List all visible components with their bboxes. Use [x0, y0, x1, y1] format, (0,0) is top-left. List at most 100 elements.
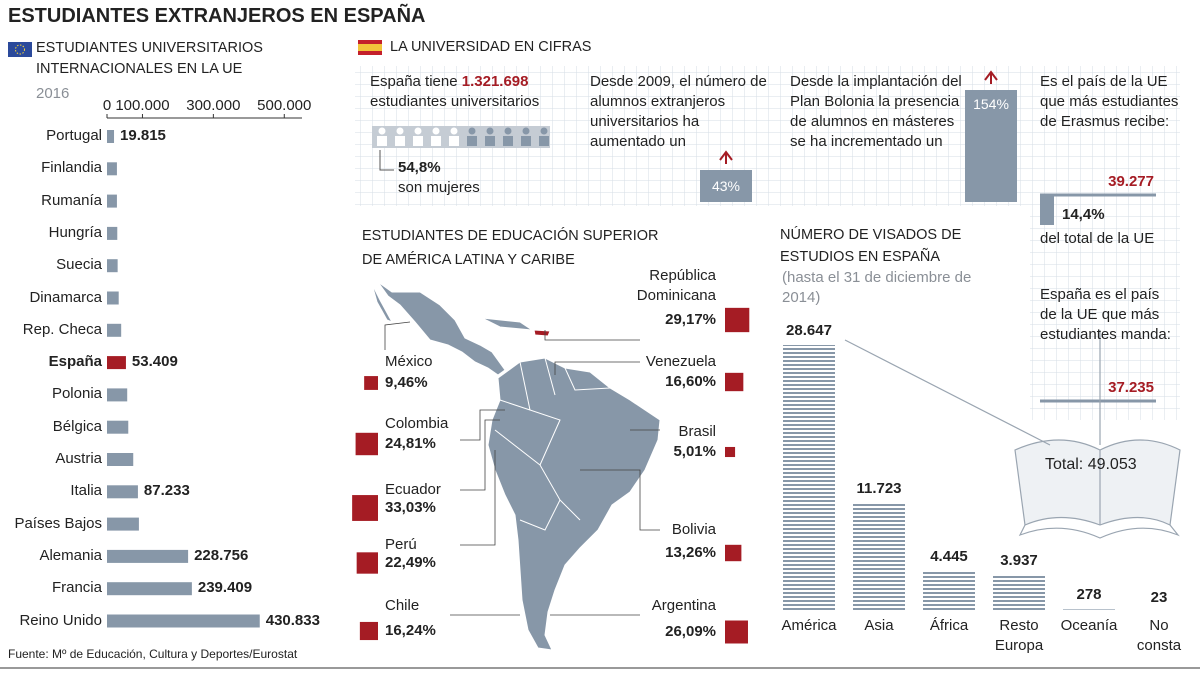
x-tick-label: 0 [102, 97, 112, 114]
bracket [379, 150, 394, 171]
category-label: Chile [385, 597, 420, 614]
category-label: Brasil [678, 423, 716, 440]
cifra-text: Es el país de la UE que más estudiantes … [1040, 73, 1179, 130]
y-tick-label: Austria [55, 450, 102, 467]
category-label: Perú [385, 536, 417, 553]
source: Fuente: Mº de Educación, Cultura y Depor… [8, 647, 298, 661]
square [725, 544, 742, 562]
figure-bar [1040, 195, 1054, 225]
y-tick-label: Alemania [39, 546, 102, 564]
square [364, 376, 378, 390]
value-label: 5,01% [673, 443, 716, 460]
value-label: 28.647 [786, 322, 832, 339]
value-label: 13,26% [665, 544, 716, 561]
chart-subtitle: 2016 [36, 85, 70, 102]
bar [107, 226, 118, 240]
cifra-figure: 39.277 [1108, 173, 1154, 190]
cifra-text: España tiene 1.321.698 estudiantes unive… [370, 72, 575, 112]
value-label: 53.409 [131, 353, 178, 371]
bar [107, 485, 138, 499]
square [725, 307, 750, 333]
x-tick-label: América [781, 617, 837, 634]
x-tick-label: No consta [1136, 617, 1182, 654]
y-tick-label: España [48, 353, 102, 371]
cifra-figure: 54,8% [398, 159, 441, 176]
value-label: 228.756 [194, 546, 249, 564]
value-label: 19.815 [120, 127, 166, 144]
cifra-text: España es el país de la UE que más estud… [1040, 286, 1171, 343]
value-label: 16,24% [385, 622, 436, 639]
category-label: Bolivia [671, 521, 716, 538]
value-label: 11.723 [856, 479, 902, 497]
cifras-background [1030, 206, 1180, 420]
x-tick-label: 100.000 [115, 97, 170, 114]
category-label: Ecuador [385, 481, 441, 498]
cifra-figure: 43% [711, 178, 741, 194]
book [844, 330, 1181, 539]
square [725, 620, 748, 644]
chart-subtitle: (hasta el 31 de diciembre de 2014) [782, 269, 972, 306]
y-tick-label: Dinamarca [29, 288, 102, 306]
y-tick-label: Francia [51, 579, 102, 597]
arrow [719, 150, 733, 164]
value-label: 22,49% [385, 554, 436, 571]
cifra-text: estudiantes universitarios [370, 93, 540, 110]
people-icons [372, 126, 550, 148]
value-label: 4.445 [930, 547, 968, 565]
y-tick-label: Países Bajos [14, 514, 102, 532]
eu-flag [8, 42, 32, 57]
value-label: 430.833 [265, 611, 320, 629]
total-label: Total: 49.053 [1045, 456, 1137, 473]
cifra-text: Desde 2009, el número de alumnos extranj… [590, 73, 767, 150]
arrow [984, 70, 998, 84]
y-tick-label: Rep. Checa [22, 320, 102, 338]
bar [107, 130, 115, 143]
square [359, 621, 378, 641]
bar [923, 570, 975, 612]
y-tick-label: Hungría [48, 223, 102, 241]
bar [107, 388, 128, 402]
bar [1063, 609, 1115, 612]
bar [107, 323, 122, 337]
value-label: 26,09% [665, 623, 716, 640]
x-tick-label: Resto Europa [994, 617, 1044, 654]
cifra-text: Desde la implantación del Plan Bolonia l… [790, 73, 962, 150]
category-label: República Dominicana [636, 267, 716, 304]
value-label: 23 [1150, 588, 1168, 606]
bar [107, 549, 189, 563]
bar [107, 517, 139, 531]
bar [107, 259, 118, 273]
y-tick-label: Reino Unido [19, 611, 102, 629]
bar [107, 291, 119, 305]
category-label: Venezuela [645, 353, 716, 370]
square [725, 372, 744, 392]
value-label: 33,03% [385, 499, 436, 516]
value-label: 9,46% [385, 374, 428, 391]
square [725, 446, 736, 458]
cifra-figure: 14,4% [1062, 206, 1105, 223]
bar [993, 575, 1045, 612]
bar [853, 502, 905, 612]
cifra-text: del total de la UE [1040, 230, 1155, 247]
bar [107, 614, 260, 628]
x-tick-label: 300.000 [186, 97, 241, 114]
square [352, 495, 378, 521]
value-label: 239.409 [197, 579, 253, 597]
x-tick-label: Oceanía [1060, 617, 1118, 634]
value-label: 29,17% [665, 311, 716, 328]
value-label: 278 [1076, 586, 1102, 604]
value-label: 16,60% [665, 373, 716, 390]
square [356, 552, 378, 574]
category-label: Argentina [651, 597, 716, 614]
y-tick-label: Portugal [46, 127, 102, 144]
es-flag-band [358, 44, 382, 51]
y-tick-label: Rumanía [41, 191, 102, 209]
eu-flag-stars [15, 44, 25, 55]
y-tick-label: Bélgica [52, 417, 102, 435]
bar [107, 453, 134, 466]
cifra-text: España tiene [370, 73, 458, 90]
figure-bar [965, 90, 1017, 202]
chart-title: NÚMERO DE VISADOS DE ESTUDIOS EN ESPAÑA [780, 227, 962, 265]
bar [107, 420, 129, 434]
